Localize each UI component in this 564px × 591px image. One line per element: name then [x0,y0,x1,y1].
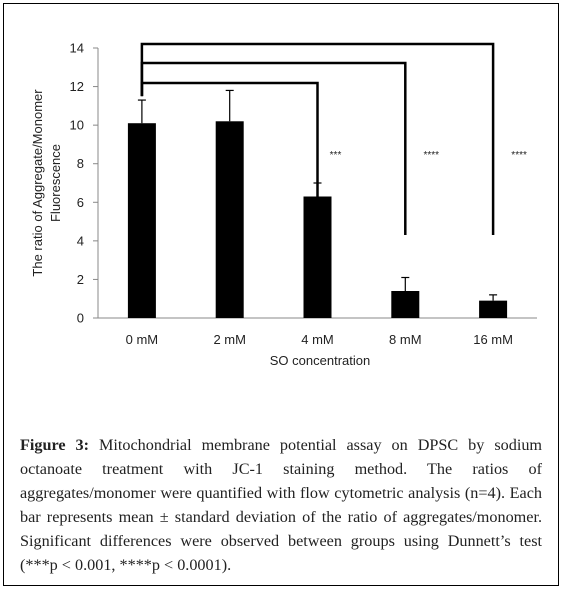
bar [479,300,508,318]
x-tick-label: 16 mM [473,332,513,347]
caption-label: Figure 3: [20,436,90,454]
x-tick-label: 0 mM [126,332,159,347]
y-axis-label-line1: The ratio of Aggregate/Monomer [30,89,45,277]
y-tick-label: 2 [77,272,84,287]
significance-bracket [140,61,407,235]
y-tick-label: 4 [77,233,84,248]
y-tick-label: 12 [70,79,84,94]
y-tick-label: 6 [77,195,84,210]
chart-axes: 0 2 4 6 8 10 12 14 0 mM 2 mM 4 mM 8 mM 16 mM [70,41,537,347]
bar [127,123,156,318]
x-axis-label: SO concentration [270,353,370,368]
figure-frame [3,3,559,586]
y-axis-label-line2: Fluorescence [48,144,63,222]
significance-label: **** [511,150,527,161]
significance-label: *** [330,150,342,161]
y-tick-label: 10 [70,118,84,133]
x-tick-label: 2 mM [213,332,246,347]
y-tick-label: 0 [77,311,84,326]
bar [391,291,420,318]
chart-bars [127,121,508,319]
x-tick-label: 4 mM [301,332,334,347]
y-tick-label: 8 [77,156,84,171]
significance-label: **** [424,150,440,161]
caption-text: Mitochondrial membrane potential assay o… [20,436,543,574]
y-tick-label: 14 [70,41,84,56]
x-tick-label: 8 mM [389,332,422,347]
significance-bracket [140,42,495,235]
significance-brackets: *** **** **** [140,42,527,235]
bar [215,121,244,319]
figure-caption: Figure 3: Mitochondrial membrane potenti… [20,433,542,577]
